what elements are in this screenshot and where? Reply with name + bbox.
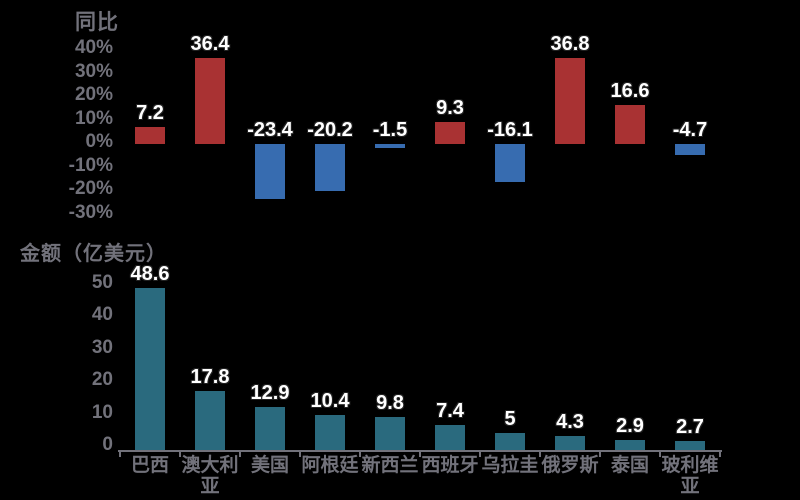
yoy-bar xyxy=(435,122,465,144)
category-label: 西班牙 xyxy=(421,455,479,476)
category-label: 泰国 xyxy=(610,455,649,476)
amount-data-label: 7.4 xyxy=(436,400,464,422)
amount-ytick-label: 30 xyxy=(91,336,113,358)
amount-ytick-label: 10 xyxy=(91,401,113,423)
yoy-data-label: 7.2 xyxy=(136,102,164,124)
amount-bar xyxy=(615,440,645,450)
amount-bar xyxy=(315,415,345,450)
amount-bar xyxy=(195,391,225,450)
category-label: 阿根廷 xyxy=(301,455,359,476)
amount-data-label: 9.8 xyxy=(376,392,404,414)
yoy-chart-title: 同比 xyxy=(75,11,119,34)
yoy-data-label: -20.2 xyxy=(307,119,353,141)
amount-data-label: 10.4 xyxy=(310,390,350,412)
amount-chart-title: 金额（亿美元） xyxy=(20,243,167,265)
amount-ytick-label: 40 xyxy=(91,304,113,326)
amount-x-axis-tick xyxy=(239,450,241,457)
amount-bar xyxy=(375,417,405,450)
amount-bar xyxy=(495,433,525,450)
category-label: 澳大利亚 xyxy=(181,455,239,497)
yoy-bar xyxy=(255,144,285,199)
amount-data-label: 5 xyxy=(504,408,516,430)
yoy-ytick-label: -20% xyxy=(68,178,113,199)
yoy-bar xyxy=(675,144,705,155)
yoy-data-label: -1.5 xyxy=(372,119,408,141)
category-label: 美国 xyxy=(250,455,289,476)
amount-data-label: 12.9 xyxy=(250,382,290,404)
yoy-bar xyxy=(375,144,405,148)
amount-x-axis-tick xyxy=(659,450,661,457)
yoy-bar xyxy=(555,58,585,144)
yoy-ytick-label: 30% xyxy=(74,60,113,82)
amount-bar xyxy=(135,288,165,450)
yoy-data-label: -4.7 xyxy=(672,119,708,141)
amount-x-axis-tick xyxy=(539,450,541,457)
amount-x-axis-tick xyxy=(179,450,181,457)
yoy-bar xyxy=(315,144,345,191)
yoy-ytick-label: 10% xyxy=(74,107,113,129)
amount-data-label: 17.8 xyxy=(190,366,230,388)
amount-data-label: 2.7 xyxy=(676,416,704,438)
amount-data-label: 48.6 xyxy=(130,263,170,285)
yoy-bar xyxy=(135,127,165,144)
yoy-data-label: 9.3 xyxy=(436,97,464,119)
amount-ytick-label: 20 xyxy=(91,369,113,391)
amount-bar xyxy=(255,407,285,450)
yoy-ytick-label: -10% xyxy=(68,154,113,176)
category-label: 玻利维亚 xyxy=(661,455,719,497)
amount-x-axis-tick xyxy=(419,450,421,457)
yoy-bar xyxy=(495,144,525,182)
yoy-ytick-label: 0% xyxy=(85,131,113,152)
amount-ytick-label: 50 xyxy=(91,272,113,293)
amount-bar xyxy=(675,441,705,450)
amount-bar xyxy=(555,436,585,450)
yoy-ytick-label: 40% xyxy=(74,37,113,58)
yoy-data-label: 16.6 xyxy=(610,80,650,102)
yoy-bar xyxy=(615,105,645,144)
category-label: 乌拉圭 xyxy=(481,455,539,476)
yoy-data-label: -23.4 xyxy=(247,119,293,141)
amount-x-axis-tick xyxy=(599,450,601,457)
yoy-ytick-label: -30% xyxy=(68,201,113,223)
category-label: 俄罗斯 xyxy=(541,455,599,476)
yoy-bar xyxy=(195,58,225,144)
amount-bar xyxy=(435,425,465,450)
yoy-data-label: 36.4 xyxy=(190,33,230,55)
category-label: 巴西 xyxy=(130,455,169,476)
category-label: 新西兰 xyxy=(361,455,419,476)
yoy-data-label: 36.8 xyxy=(550,33,590,55)
amount-x-axis-tick xyxy=(359,450,361,457)
amount-x-axis-tick xyxy=(479,450,481,457)
yoy-ytick-label: 20% xyxy=(74,84,113,105)
amount-ytick-label: 0 xyxy=(102,434,113,455)
amount-x-axis-tick xyxy=(719,450,721,457)
yoy-data-label: -16.1 xyxy=(487,119,533,141)
amount-x-axis-tick xyxy=(299,450,301,457)
amount-data-label: 4.3 xyxy=(556,411,584,433)
amount-x-axis-tick xyxy=(119,450,121,457)
amount-data-label: 2.9 xyxy=(616,415,644,437)
